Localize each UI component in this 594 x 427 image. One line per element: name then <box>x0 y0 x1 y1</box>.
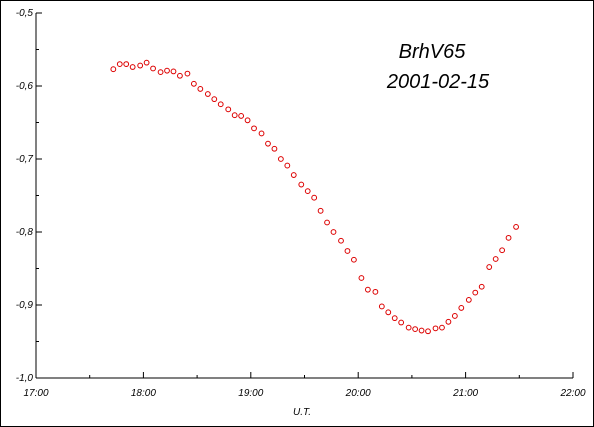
data-point <box>311 194 318 201</box>
data-point <box>265 140 271 147</box>
data-point <box>277 156 284 162</box>
y-tick-label: -1,0 <box>16 373 34 384</box>
data-point <box>418 327 425 334</box>
ticks: -0,5 -0,6 -0,7 -0,8 -0,9 -1,0 17:00 18:00 19:00 2… <box>16 8 586 399</box>
data-point <box>244 117 251 124</box>
data-point <box>143 59 150 66</box>
data-point <box>324 219 330 226</box>
data-point <box>378 303 385 310</box>
data-point <box>197 86 204 92</box>
x-tick-label: 18:00 <box>131 388 156 399</box>
data-point <box>298 181 305 188</box>
data-point <box>190 80 197 87</box>
data-point <box>513 223 519 230</box>
data-point <box>364 286 371 293</box>
data-point <box>177 72 183 79</box>
data-point <box>164 67 170 74</box>
data-point <box>492 256 499 262</box>
data-point <box>258 130 265 137</box>
data-point <box>478 283 485 290</box>
y-tick-label: -0,7 <box>16 154 34 165</box>
data-point <box>344 248 351 254</box>
chart-subtitle: 2001-02-15 <box>386 71 490 93</box>
data-point <box>110 66 117 73</box>
data-point <box>157 69 164 76</box>
data-point <box>330 229 337 235</box>
data-point <box>465 296 472 303</box>
data-point <box>290 172 297 178</box>
data-point <box>358 275 365 281</box>
x-tick-label: 17:00 <box>23 388 48 399</box>
data-point <box>372 288 379 295</box>
data-point <box>338 237 344 244</box>
data-point <box>385 309 392 316</box>
data-point <box>204 91 211 97</box>
data-point <box>405 324 412 331</box>
data-point <box>170 68 177 75</box>
chart-title: BrhV65 <box>399 41 467 63</box>
data-point <box>284 162 291 169</box>
data-point <box>211 96 218 103</box>
data-point <box>499 247 506 254</box>
data-point <box>412 326 419 332</box>
x-tick-label: 21:00 <box>452 388 478 399</box>
data-point <box>458 305 465 311</box>
data-point <box>351 256 357 263</box>
data-point <box>271 145 278 152</box>
data-point <box>317 207 324 214</box>
data-point <box>432 325 439 332</box>
data-point <box>217 101 224 108</box>
y-tick-label: -0,9 <box>16 300 34 311</box>
data-point <box>231 112 238 119</box>
data-point <box>451 313 458 319</box>
data-point <box>123 61 130 67</box>
data-point <box>398 319 405 326</box>
data-point <box>116 61 123 67</box>
x-tick-label: 20:00 <box>345 388 371 399</box>
data-point <box>304 188 311 195</box>
data-point <box>472 289 479 296</box>
data-point <box>439 324 445 331</box>
data-point <box>445 318 452 325</box>
data-point <box>137 62 144 69</box>
data-point <box>391 315 398 322</box>
y-tick-label: -0,5 <box>16 8 34 19</box>
data-point <box>425 328 431 335</box>
y-tick-label: -0,6 <box>16 81 34 92</box>
x-tick-label: 22:00 <box>559 388 585 399</box>
data-points <box>110 59 519 335</box>
data-point <box>129 64 136 70</box>
data-point <box>225 106 232 113</box>
y-tick-label: -0,8 <box>16 227 34 238</box>
data-point <box>486 264 493 270</box>
x-tick-label: 19:00 <box>238 388 263 399</box>
data-point <box>505 234 512 241</box>
data-point <box>251 125 257 132</box>
data-point <box>184 70 191 77</box>
data-point <box>150 65 156 72</box>
x-axis-label: U.T. <box>293 407 311 418</box>
data-point <box>238 113 245 119</box>
